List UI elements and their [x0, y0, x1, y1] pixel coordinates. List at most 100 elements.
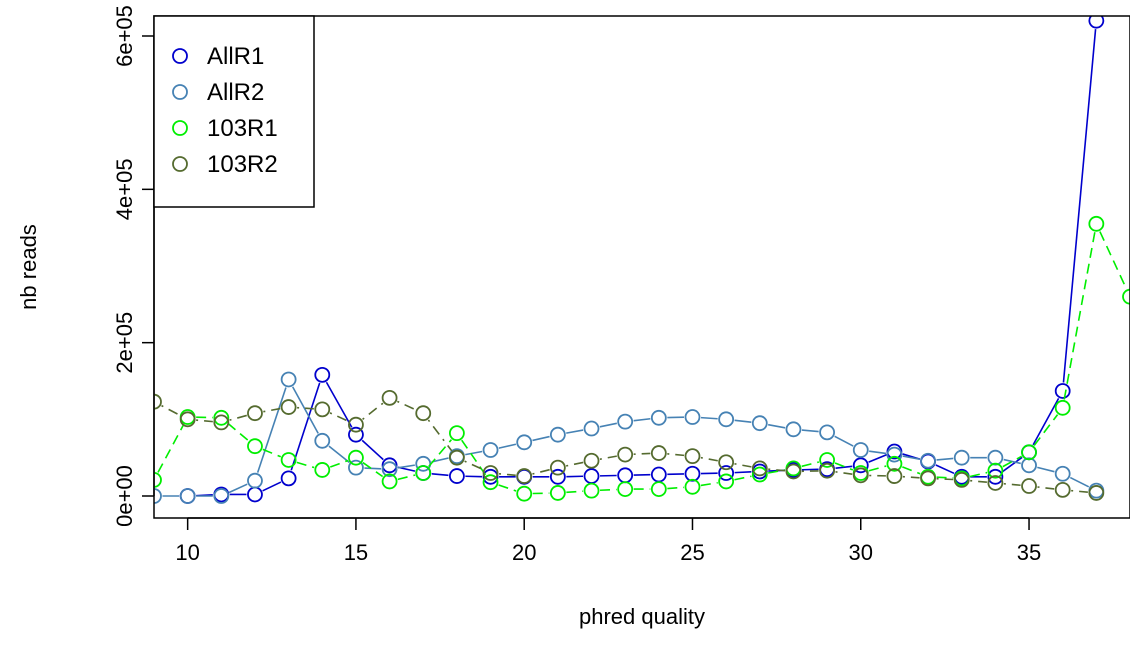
data-point: [583, 468, 600, 484]
data-point: [886, 446, 903, 463]
series-line-segment: [970, 479, 987, 483]
series-line-segment: [362, 461, 384, 478]
series-line-segment: [868, 465, 887, 472]
data-point: [549, 426, 566, 443]
series-line-segment: [633, 452, 651, 456]
data-point: [516, 485, 533, 502]
series-line-segment: [396, 400, 416, 411]
series-line-segment: [1037, 466, 1055, 473]
data-point: [280, 371, 297, 388]
series-line-segment: [1062, 29, 1097, 383]
series-line-segment: [498, 443, 517, 449]
data-point: [718, 454, 735, 471]
series-line-segment: [801, 429, 819, 433]
series-line-segment: [1032, 398, 1060, 446]
legend-label: 103R2: [207, 151, 278, 178]
legend-item: 103R2: [172, 151, 278, 178]
data-point: [1054, 383, 1071, 399]
series-line-segment: [532, 468, 550, 475]
data-point: [819, 424, 836, 441]
series-line-segment: [1001, 456, 1023, 473]
data-point: [154, 488, 162, 504]
data-point: [448, 449, 465, 466]
data-point: [718, 465, 735, 481]
legend-item: AllR2: [172, 79, 264, 106]
series-line-segment: [196, 419, 213, 423]
x-tick-label: 35: [1017, 540, 1041, 565]
legend-marker: [172, 120, 188, 136]
x-tick-label: 25: [680, 540, 704, 565]
data-point: [987, 462, 1004, 479]
data-point: [920, 470, 936, 487]
data-point: [314, 432, 331, 449]
series-line-segment: [633, 417, 651, 422]
data-point: [1088, 16, 1105, 29]
data-point: [415, 405, 432, 422]
data-point: [684, 409, 701, 425]
series-line-segment: [1002, 455, 1022, 468]
series-line-segment: [1069, 476, 1090, 488]
data-point: [1088, 485, 1105, 501]
series-line-segment: [296, 461, 315, 469]
series-line-segment: [464, 460, 484, 471]
series-line-segment: [498, 472, 516, 477]
series-line-segment: [599, 455, 617, 460]
data-point: [650, 445, 667, 461]
data-point: [314, 366, 331, 383]
series-AllR2: [154, 371, 1105, 504]
legend-item: AllR1: [172, 43, 264, 70]
data-point: [280, 470, 297, 487]
series-line-segment: [397, 464, 415, 469]
series-group: [154, 16, 1130, 504]
series-line-segment: [262, 448, 282, 458]
data-point: [381, 473, 398, 490]
data-point: [583, 420, 600, 437]
series-line-segment: [768, 469, 786, 474]
data-point: [1054, 481, 1071, 498]
series-line-segment: [329, 459, 349, 468]
data-point: [314, 401, 331, 418]
series-line-segment: [902, 475, 920, 479]
series-line-segment: [290, 382, 321, 471]
data-point: [415, 465, 432, 481]
data-point: [482, 468, 499, 485]
series-line-segment: [1037, 486, 1055, 490]
legend-marker: [172, 84, 188, 100]
data-point: [348, 459, 364, 476]
y-axis-title: nb reads: [16, 224, 41, 310]
data-point: [482, 442, 499, 458]
data-point: [650, 409, 667, 426]
series-line-segment: [834, 435, 854, 447]
x-tick-label: 20: [512, 540, 536, 565]
series-line-segment: [1033, 414, 1059, 447]
data-point: [819, 452, 836, 468]
series-line-segment: [869, 450, 887, 455]
series-103R2: [154, 389, 1105, 501]
series-line-segment: [936, 477, 954, 481]
series-line-segment: [361, 439, 384, 461]
data-point: [381, 461, 398, 478]
series-line-segment: [734, 475, 752, 481]
data-point: [549, 485, 566, 501]
data-point: [751, 463, 768, 480]
series-line-segment: [465, 450, 483, 456]
data-point: [886, 468, 903, 484]
data-point: [785, 463, 802, 480]
data-point: [280, 452, 297, 468]
series-line-segment: [734, 419, 752, 423]
legend-marker: [172, 48, 188, 64]
legend-label: AllR2: [207, 79, 264, 106]
data-point: [852, 457, 869, 474]
data-point: [213, 414, 230, 431]
data-point: [684, 465, 701, 482]
series-line-segment: [362, 402, 384, 421]
series-line-segment: [936, 476, 954, 479]
data-point: [1021, 457, 1037, 474]
data-point: [852, 442, 869, 458]
series-line-segment: [256, 387, 287, 473]
legend-marker: [172, 156, 188, 172]
x-axis-title: phred quality: [579, 604, 705, 629]
data-point: [684, 478, 701, 495]
legend-label: AllR1: [207, 43, 264, 70]
data-point: [583, 482, 600, 499]
